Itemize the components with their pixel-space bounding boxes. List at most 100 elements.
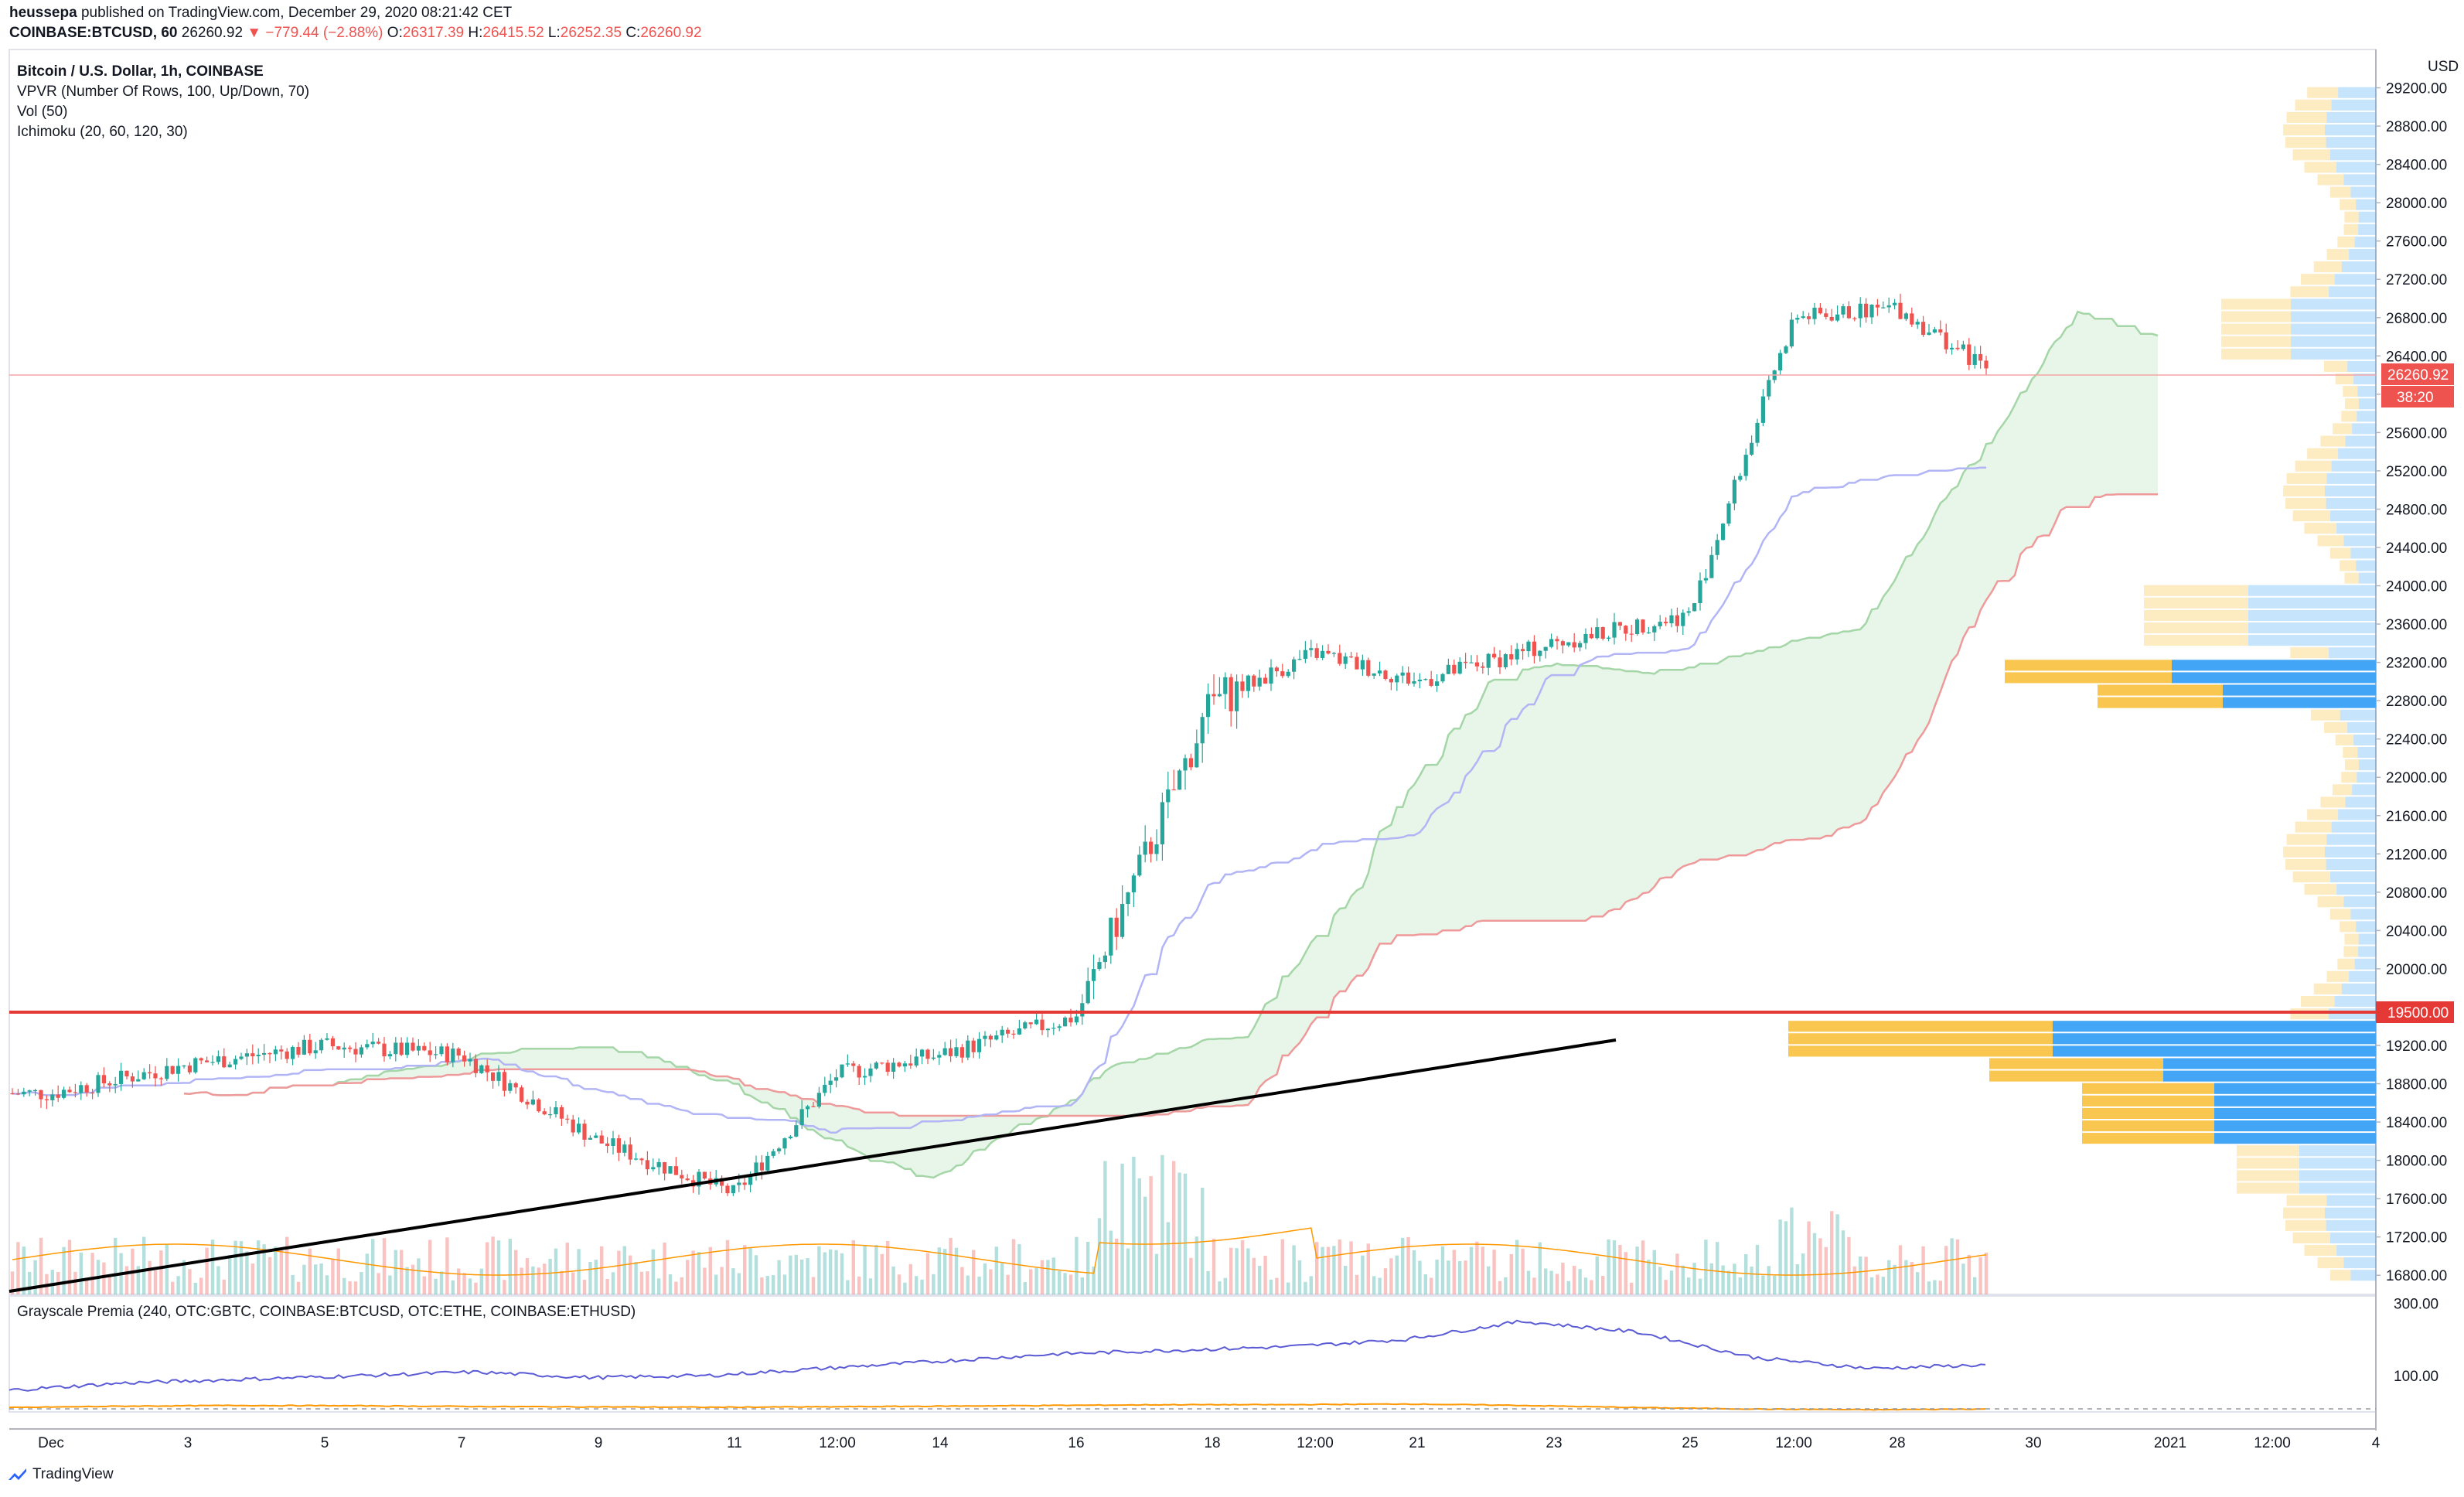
volume-profile-up <box>2357 386 2376 397</box>
volume-bar <box>417 1258 421 1294</box>
legend-title[interactable]: Bitcoin / U.S. Dollar, 1h, COINBASE <box>17 63 264 80</box>
volume-bar <box>136 1266 140 1294</box>
candle-body <box>994 1035 999 1040</box>
candle-body <box>502 1072 506 1091</box>
volume-bar <box>1440 1246 1445 1294</box>
volume-bar <box>829 1249 833 1294</box>
volume-bar <box>439 1271 444 1294</box>
volume-profile-up <box>2326 137 2376 148</box>
candle-body <box>1269 667 1273 684</box>
lower-pane-legend[interactable]: Grayscale Premia (240, OTC:GBTC, COINBAS… <box>17 1304 636 1320</box>
volume-bar <box>1046 1260 1050 1294</box>
candle-body <box>1498 657 1502 667</box>
volume-bar <box>1927 1281 1931 1294</box>
candle-body <box>1978 353 1983 361</box>
time-axis[interactable]: Dec 3 5 7 9 11 12:00 14 16 18 12:00 21 23 25 12:00 28 30… <box>38 1435 2381 1451</box>
volume-bar <box>1206 1270 1210 1294</box>
volume-bar <box>1401 1237 1405 1294</box>
volume-bar <box>222 1279 226 1294</box>
candle-body <box>1652 626 1657 633</box>
volume-bar <box>863 1245 867 1294</box>
volume-profile-up <box>2053 1033 2376 1045</box>
candle-body <box>1607 637 1611 639</box>
volume-bar <box>703 1267 707 1294</box>
volume-bar <box>1075 1236 1079 1294</box>
volume-bar <box>176 1276 180 1294</box>
candle-body <box>1292 659 1297 672</box>
legend-vpvr[interactable]: VPVR (Number Of Rows, 100, Up/Down, 70) <box>17 84 310 100</box>
candle-body <box>1509 654 1514 660</box>
ichimoku-lines <box>12 310 2159 1179</box>
volume-bar <box>85 1278 89 1294</box>
volume-profile-down <box>2005 672 2172 684</box>
volume-bar <box>39 1237 43 1294</box>
candle-body <box>1915 322 1920 325</box>
candle-body <box>222 1056 227 1068</box>
candle-body <box>1681 612 1685 626</box>
time-tick-label: 18 <box>1204 1435 1220 1451</box>
volume-bar <box>159 1250 163 1294</box>
volume-bar <box>314 1264 318 1294</box>
price-change: −779.44 (−2.88%) <box>265 25 383 41</box>
volume-bar <box>1938 1280 1942 1294</box>
volume-profile-up <box>2352 784 2376 796</box>
volume-bar <box>1195 1236 1198 1294</box>
volume-bar <box>1103 1161 1107 1294</box>
volume-bar <box>1573 1265 1576 1294</box>
candle-body <box>1515 649 1519 660</box>
candle-body <box>491 1072 496 1081</box>
price-axis[interactable]: 29200.00 28800.00 28400.00 28000.00 27600.00… <box>9 81 2447 1410</box>
candle-body <box>656 1161 661 1168</box>
legend-vol[interactable]: Vol (50) <box>17 104 68 120</box>
price-tick-label: 24800.00 <box>2386 502 2447 518</box>
legend-ichimoku[interactable]: Ichimoku (20, 60, 120, 30) <box>17 124 188 140</box>
candle-body <box>96 1075 101 1093</box>
candle-body <box>394 1042 398 1055</box>
volume-bar <box>622 1246 626 1294</box>
candle-body <box>1543 646 1548 651</box>
volume-profile-down <box>2337 958 2355 970</box>
volume-bar <box>1487 1266 1491 1294</box>
volume-profile-up <box>2214 1083 2376 1094</box>
candle-body <box>1875 305 1880 308</box>
volume-profile-down <box>2285 137 2326 148</box>
volume-bar <box>262 1244 266 1294</box>
candle-body <box>268 1052 272 1055</box>
volume-profile-up <box>2336 884 2376 895</box>
high-value: 26415.52 <box>482 25 544 41</box>
candle-body <box>141 1072 146 1079</box>
candle-body <box>1188 758 1193 768</box>
volume-profile-up <box>2350 1270 2376 1281</box>
volume-bar <box>1755 1244 1760 1294</box>
candle-body <box>1252 675 1256 687</box>
tradingview-logo[interactable]: TradingView <box>8 1466 114 1483</box>
volume-bar <box>560 1270 564 1294</box>
volume-profile-up <box>2214 1133 2376 1144</box>
volume-profile-up <box>2329 647 2376 659</box>
volume-profile-up <box>2326 111 2376 123</box>
volume-bar <box>1326 1246 1331 1294</box>
volume-profile-down <box>2290 647 2329 659</box>
candle-body <box>1589 633 1593 639</box>
volume-bar <box>308 1248 312 1294</box>
volume-bar <box>1269 1279 1273 1294</box>
candle-body <box>582 1124 587 1140</box>
down-arrow-icon: ▼ <box>247 25 262 41</box>
volume-bar <box>451 1280 455 1294</box>
candle-body <box>1223 677 1228 694</box>
volume-profile-up <box>2356 199 2376 210</box>
candle-body <box>250 1053 255 1057</box>
volume-bar <box>657 1278 661 1294</box>
volume-bar <box>1355 1274 1359 1294</box>
publisher-name[interactable]: heussepa <box>9 5 77 21</box>
volume-bar <box>915 1276 918 1294</box>
volume-bar <box>73 1271 77 1294</box>
ascending-trendline[interactable] <box>9 1038 1617 1293</box>
price-tick-label: 29200.00 <box>2386 81 2447 97</box>
candle-body <box>1726 503 1731 524</box>
volume-bar <box>1481 1246 1484 1294</box>
volume-bar <box>279 1249 283 1294</box>
candle-body <box>891 1062 896 1072</box>
time-tick-label: 7 <box>458 1435 466 1451</box>
